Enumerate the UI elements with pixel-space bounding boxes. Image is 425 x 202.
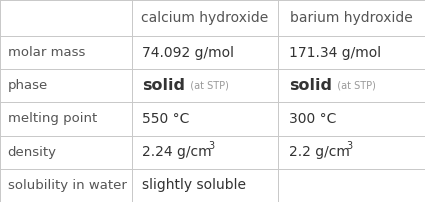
Text: melting point: melting point [8, 113, 97, 125]
Text: solid: solid [289, 78, 332, 93]
Text: molar mass: molar mass [8, 46, 85, 59]
Text: (at STP): (at STP) [184, 81, 229, 91]
Text: slightly soluble: slightly soluble [142, 178, 246, 192]
Text: 3: 3 [209, 141, 215, 151]
Text: solubility in water: solubility in water [8, 179, 127, 192]
Text: barium hydroxide: barium hydroxide [290, 11, 413, 25]
Text: 300 °C: 300 °C [289, 112, 336, 126]
Text: calcium hydroxide: calcium hydroxide [142, 11, 269, 25]
Text: solid: solid [142, 78, 185, 93]
Text: density: density [8, 146, 57, 159]
Text: 550 °C: 550 °C [142, 112, 190, 126]
Text: phase: phase [8, 79, 48, 92]
Text: 2.2 g/cm: 2.2 g/cm [289, 145, 350, 159]
Text: (at STP): (at STP) [331, 81, 376, 91]
Text: 74.092 g/mol: 74.092 g/mol [142, 46, 234, 60]
Text: 3: 3 [346, 141, 352, 151]
Text: 2.24 g/cm: 2.24 g/cm [142, 145, 212, 159]
Text: 171.34 g/mol: 171.34 g/mol [289, 46, 381, 60]
